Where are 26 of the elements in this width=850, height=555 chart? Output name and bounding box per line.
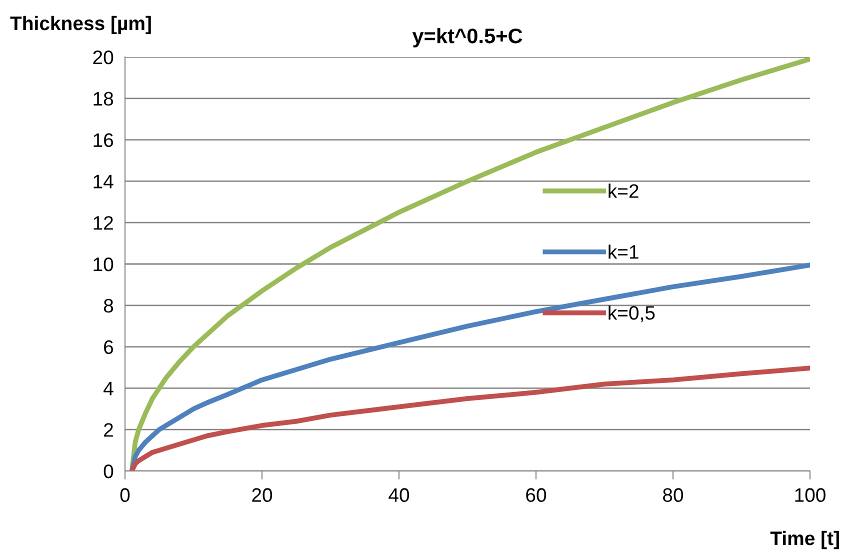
legend-label: k=2 [608, 184, 638, 198]
y-tick-label: 0 [104, 464, 114, 478]
x-tick-label: 20 [252, 488, 272, 502]
x-tick-label: 100 [795, 488, 826, 502]
y-tick-label: 4 [104, 382, 114, 396]
x-tick-label: 40 [388, 488, 410, 502]
line-series [129, 57, 810, 471]
y-tick-label: 6 [104, 340, 114, 354]
legend-label: k=0,5 [608, 305, 655, 322]
y-tick-label: 20 [93, 50, 114, 64]
y-axis-title: Thickness [µm] [10, 16, 151, 34]
line-series [129, 262, 810, 471]
chart-title: y=kt^0.5+C [412, 28, 522, 48]
line-series [129, 366, 810, 471]
x-tick-label: 80 [663, 488, 684, 502]
legend-label: k=1 [608, 244, 638, 259]
x-axis-title: Time [t] [770, 530, 839, 550]
y-tick-label: 10 [94, 257, 114, 272]
y-tick-label: 18 [94, 92, 114, 106]
x-tick-label: 60 [526, 488, 546, 502]
y-tick-label: 12 [94, 216, 113, 230]
y-tick-label: 2 [104, 423, 113, 437]
y-tick-label: 14 [94, 174, 114, 188]
y-tick-label: 16 [94, 133, 114, 148]
x-tick-label: 0 [120, 488, 130, 502]
y-tick-label: 8 [104, 298, 114, 313]
